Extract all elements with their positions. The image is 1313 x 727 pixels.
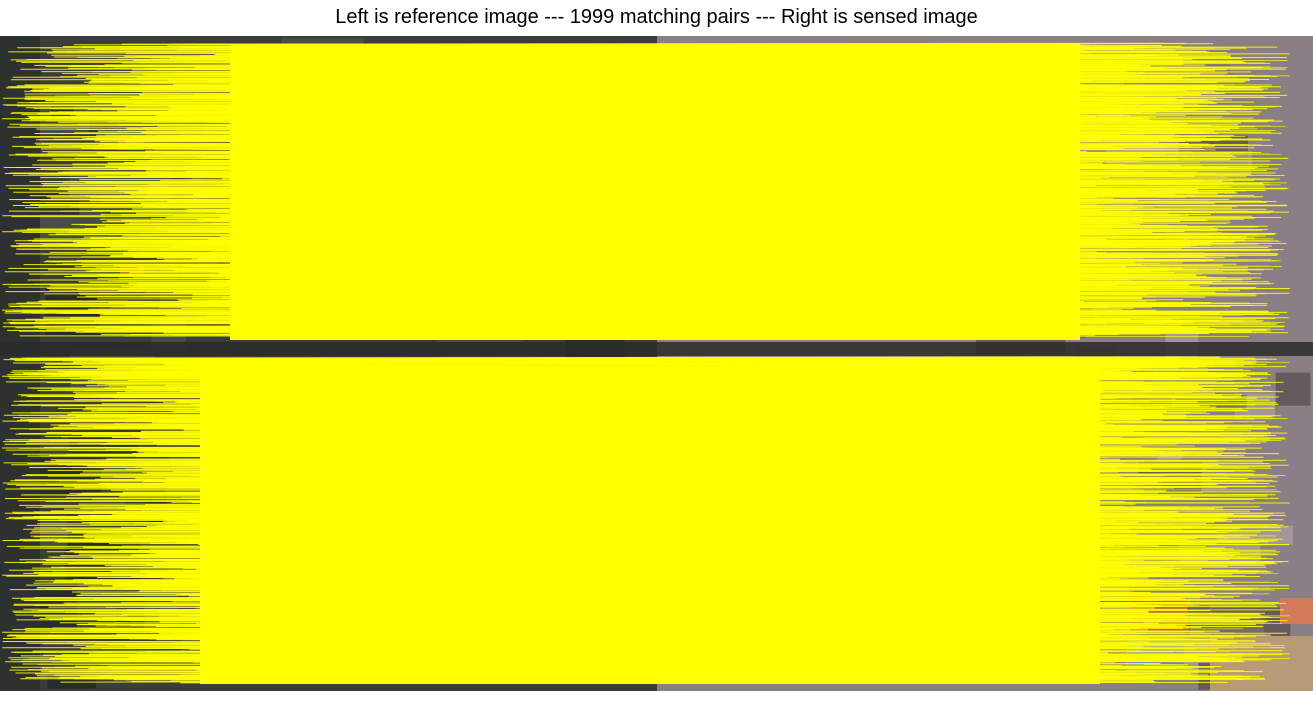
sensed-image-roof [1280, 598, 1313, 624]
match-visualization [0, 36, 1313, 691]
road-band [0, 342, 1313, 356]
match-line [229, 363, 1244, 366]
reference-image-block [47, 672, 96, 689]
figure-title: Left is reference image --- 1999 matchin… [335, 6, 978, 28]
horizontal-road [0, 342, 1313, 356]
match-lines [1, 42, 1291, 684]
sensed-image-block [1275, 372, 1311, 406]
match-visualization-svg [0, 36, 1313, 691]
match-line [230, 44, 1080, 340]
match-line [200, 366, 1100, 684]
match-line [27, 357, 1123, 359]
match-line [51, 358, 1183, 361]
reference-image-block [0, 36, 40, 691]
